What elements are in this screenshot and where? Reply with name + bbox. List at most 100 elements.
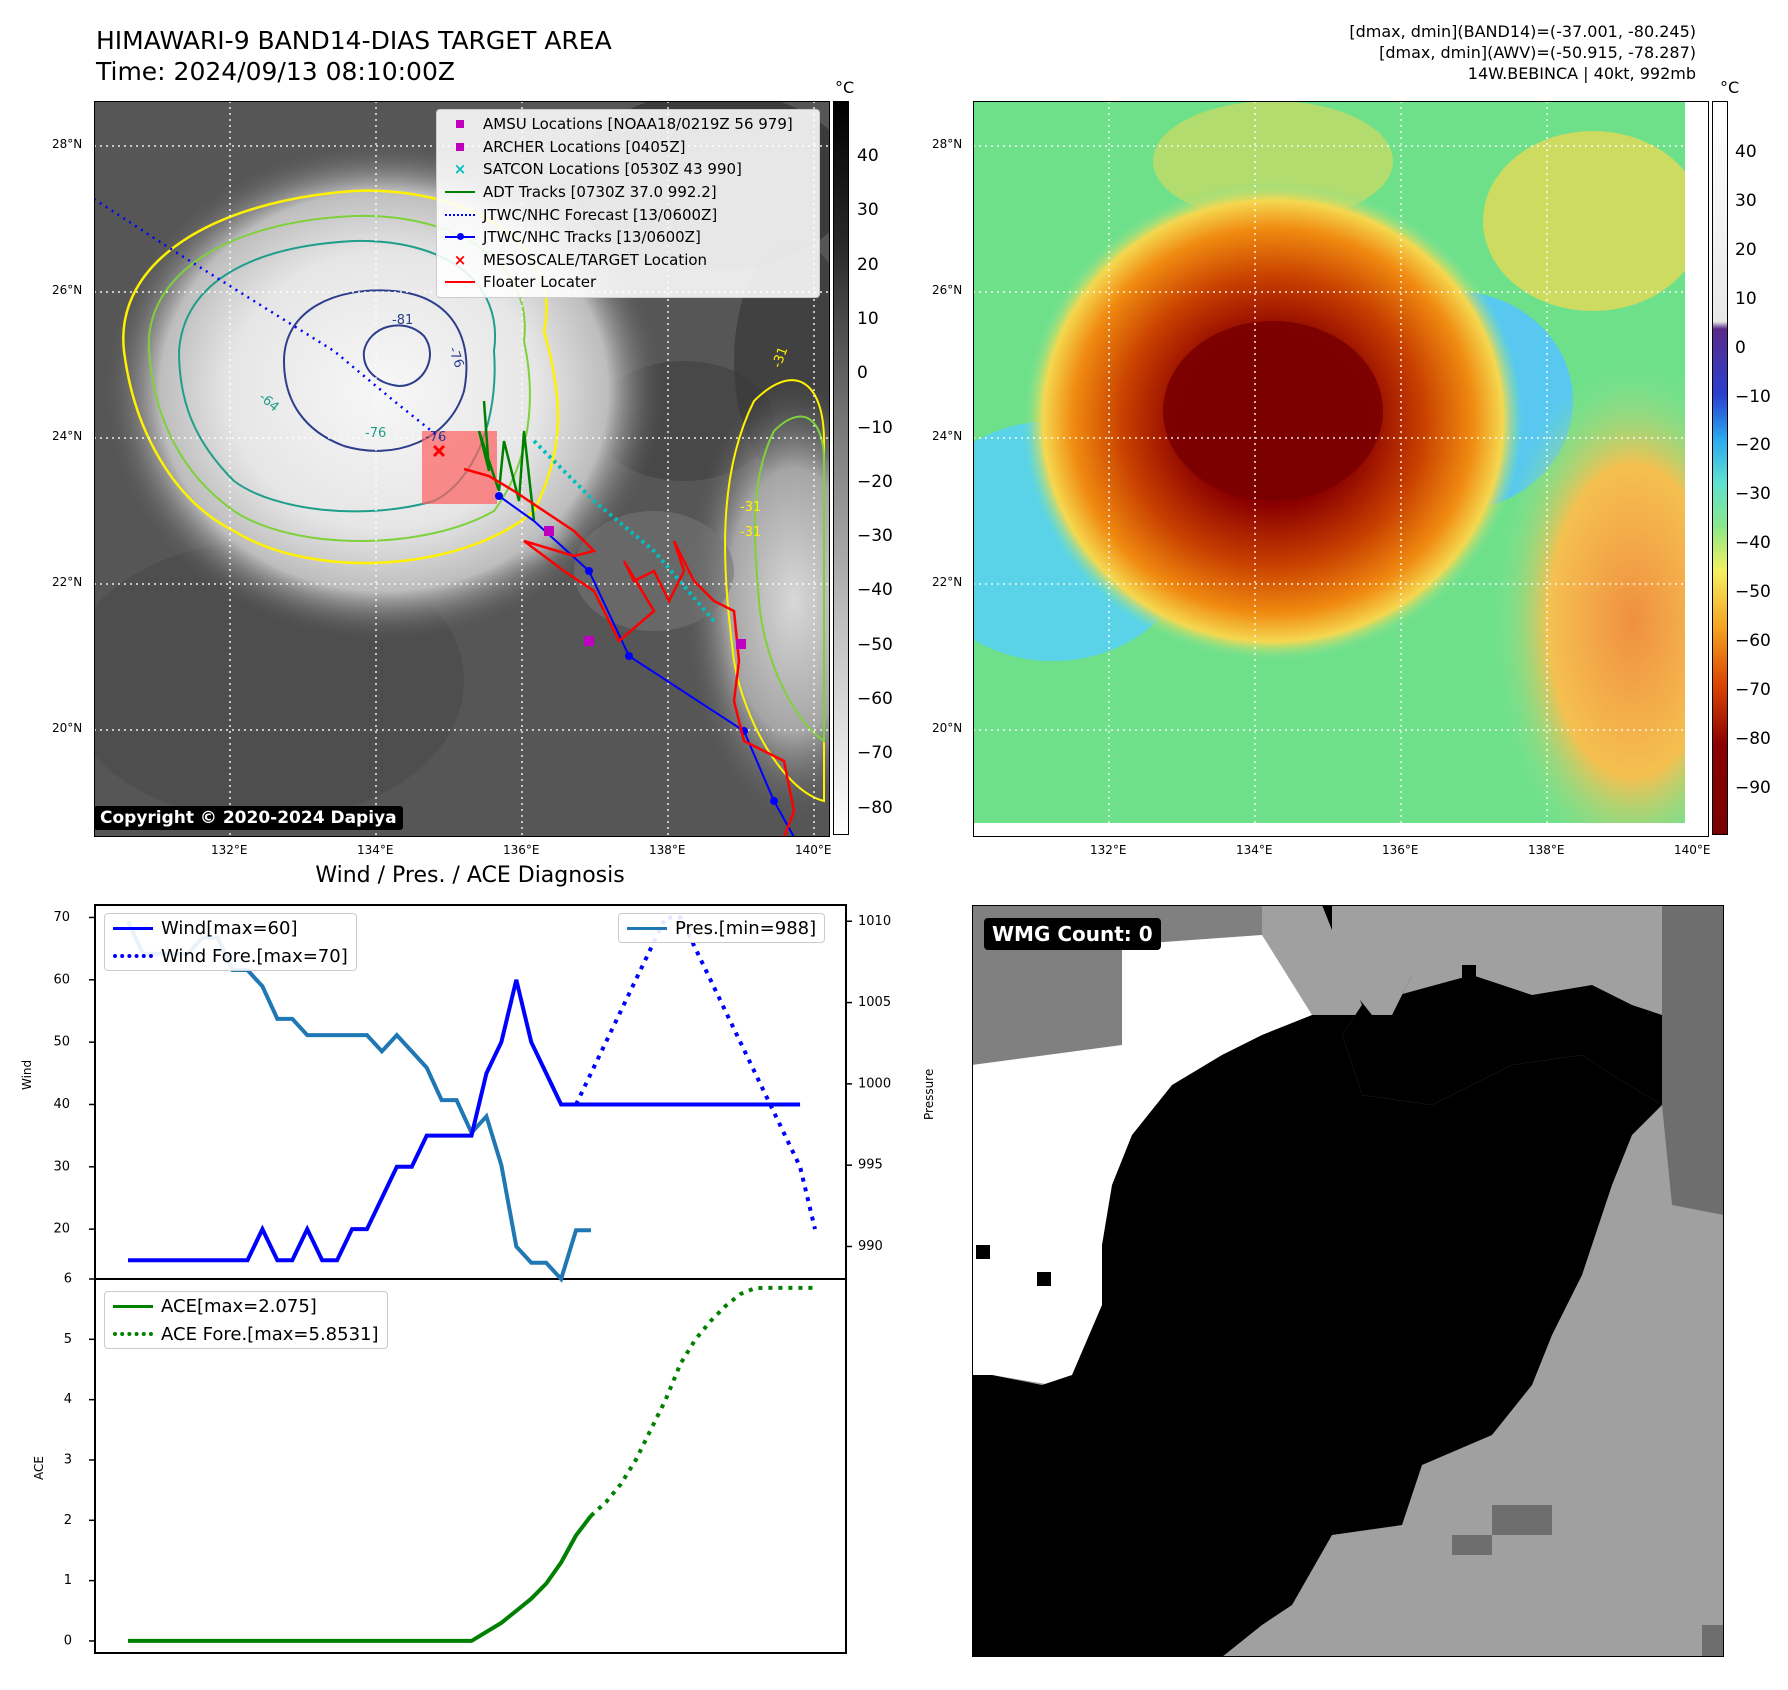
ir-legend: AMSU Locations [NOAA18/0219Z 56 979] ARC… <box>436 109 820 298</box>
ir-colorbar-tick: 0 <box>857 363 868 384</box>
contour-label: -76 <box>365 426 387 441</box>
ace-tick-label: 4 <box>64 1392 72 1407</box>
ace-axis-label: ACE <box>32 1456 46 1480</box>
pressure-tick-label: 1010 <box>858 914 891 929</box>
lat-tick: 26°N <box>932 283 963 297</box>
wind-forecast-line <box>574 915 817 1230</box>
lon-tick: 132°E <box>211 843 248 857</box>
lat-tick: 28°N <box>932 137 963 151</box>
lon-tick: 138°E <box>649 843 686 857</box>
ace-tick-label: 5 <box>64 1332 72 1347</box>
lon-tick: 132°E <box>1090 843 1127 857</box>
legend-item-wind: Wind[max=60] <box>105 914 356 942</box>
lon-tick: 140°E <box>795 843 832 857</box>
legend-item-ace-fore: ACE Fore.[max=5.8531] <box>105 1320 387 1348</box>
legend-item-wind-fore: Wind Fore.[max=70] <box>105 942 356 970</box>
legend-item-satcon: × SATCON Locations [0530Z 43 990] <box>453 160 742 179</box>
legend-item-pressure: Pres.[min=988] <box>619 914 824 942</box>
ir-colorbar-tick: −70 <box>857 743 893 764</box>
wind-tick-label: 30 <box>53 1159 70 1174</box>
awv-water-vapor-map <box>973 101 1709 837</box>
awv-colorbar-tick: −50 <box>1735 582 1771 603</box>
chart-title: HIMAWARI-9 BAND14-DIAS TARGET AREA <box>96 26 612 55</box>
awv-colorbar-tick: −90 <box>1735 777 1771 798</box>
legend-item-jtwc-forecast: JTWC/NHC Forecast [13/0600Z] <box>437 203 819 226</box>
chart-time: Time: 2024/09/13 08:10:00Z <box>96 57 455 86</box>
awv-colorbar-tick: 0 <box>1735 337 1746 358</box>
lat-tick: 28°N <box>52 137 83 151</box>
wmg-panel-frame <box>972 905 1724 1657</box>
awv-colorbar-tick: 10 <box>1735 288 1757 309</box>
pressure-tick-label: 990 <box>858 1239 883 1254</box>
awv-colorbar-unit: °C <box>1720 78 1740 97</box>
wind-line <box>128 979 801 1263</box>
ir-colorbar-tick: −40 <box>857 580 893 601</box>
awv-colorbar-tick: −80 <box>1735 728 1771 749</box>
legend-item-target: × MESOSCALE/TARGET Location <box>453 250 708 269</box>
pressure-axis-label: Pressure <box>922 1068 936 1120</box>
pressure-tick-label: 1005 <box>858 995 891 1010</box>
legend-item-amsu: AMSU Locations [NOAA18/0219Z 56 979] <box>437 113 819 136</box>
ir-colorbar-tick: −50 <box>857 634 893 655</box>
legend-item-archer: ARCHER Locations [0405Z] <box>437 136 819 159</box>
legend-item-ace: ACE[max=2.075] <box>105 1292 387 1320</box>
lat-tick: 24°N <box>52 429 83 443</box>
wind-tick-label: 60 <box>53 972 70 987</box>
ace-line <box>128 1514 593 1643</box>
ir-colorbar-tick: 10 <box>857 308 879 329</box>
wmg-grid-map <box>972 905 1724 1657</box>
ir-colorbar-tick: −10 <box>857 417 893 438</box>
wind-tick-label: 70 <box>53 910 70 925</box>
awv-colorbar-tick: 20 <box>1735 239 1757 260</box>
contour-label: -81 <box>392 313 414 328</box>
awv-colorbar-tick: −20 <box>1735 435 1771 456</box>
pressure-tick-label: 995 <box>858 1158 883 1173</box>
ir-colorbar-tick: 20 <box>857 254 879 275</box>
ir-colorbar-tick: 30 <box>857 200 879 221</box>
awv-colorbar-tick: −60 <box>1735 631 1771 651</box>
lat-tick: 20°N <box>932 721 963 735</box>
ir-colorbar-tick: −30 <box>857 526 893 547</box>
contour-label: -31 <box>740 500 762 515</box>
wmg-count-badge: WMG Count: 0 <box>984 918 1161 950</box>
lon-tick: 136°E <box>1382 843 1419 857</box>
legend-item-floater: Floater Locater <box>437 271 819 294</box>
lon-tick: 140°E <box>1674 843 1711 857</box>
lon-tick: 134°E <box>357 843 394 857</box>
ace-legend: ACE[max=2.075] ACE Fore.[max=5.8531] <box>104 1291 388 1349</box>
ir-colorbar-tick: −60 <box>857 689 893 709</box>
ace-tick-label: 1 <box>64 1573 72 1588</box>
wind-axis-label: Wind <box>20 1059 34 1090</box>
ace-tick-label: 2 <box>64 1513 72 1528</box>
lon-tick: 134°E <box>1236 843 1273 857</box>
pressure-tick-label: 1000 <box>858 1076 891 1091</box>
ir-colorbar <box>833 101 849 835</box>
ace-forecast-line <box>589 1285 815 1518</box>
copyright-badge: Copyright © 2020-2024 Dapiya <box>94 806 403 830</box>
legend-item-jtwc-tracks: JTWC/NHC Tracks [13/0600Z] <box>437 226 819 249</box>
awv-colorbar-tick: −40 <box>1735 533 1771 554</box>
pressure-legend: Pres.[min=988] <box>618 913 826 943</box>
ir-colorbar-tick: −80 <box>857 797 893 818</box>
ir-colorbar-tick: 40 <box>857 146 879 166</box>
lat-tick: 24°N <box>932 429 963 443</box>
awv-colorbar-tick: 30 <box>1735 190 1757 211</box>
ace-tick-label: 6 <box>64 1272 72 1287</box>
wind-tick-label: 40 <box>53 1097 70 1112</box>
awv-colorbar-tick: 40 <box>1735 142 1757 162</box>
ace-tick-label: 0 <box>64 1633 72 1648</box>
awv-colorbar-tick: −70 <box>1735 679 1771 700</box>
lon-tick: 138°E <box>1528 843 1565 857</box>
awv-colorbar-tick: −30 <box>1735 484 1771 505</box>
awv-colorbar <box>1712 101 1728 835</box>
lat-tick: 20°N <box>52 721 83 735</box>
lon-tick: 136°E <box>503 843 540 857</box>
ace-tick-label: 3 <box>64 1452 72 1467</box>
ir-panel-frame <box>94 101 830 837</box>
wind-tick-label: 20 <box>53 1222 70 1237</box>
lat-tick: 26°N <box>52 283 83 297</box>
stats-awv: [dmax, dmin](AWV)=(-50.915, -78.287) <box>1379 43 1696 62</box>
ir-colorbar-tick: −20 <box>857 471 893 492</box>
lat-tick: 22°N <box>932 575 963 589</box>
contour-label: -31 <box>740 525 762 540</box>
